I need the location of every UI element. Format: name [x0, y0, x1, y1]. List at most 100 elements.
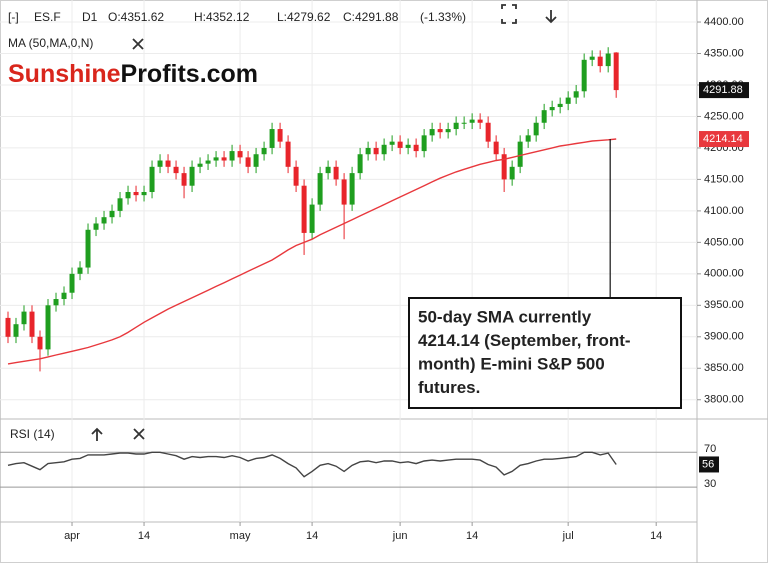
- candle-body: [349, 173, 355, 205]
- candle-body: [285, 141, 291, 167]
- y-tick-label: 4250.00: [704, 110, 744, 122]
- candle-body: [597, 56, 603, 67]
- timeframe: D1: [82, 10, 98, 24]
- candle-body: [5, 317, 11, 337]
- symbol: ES.F: [34, 10, 61, 24]
- rsi-close-icon[interactable]: [133, 428, 145, 440]
- candle-body: [557, 103, 563, 108]
- candle-body: [261, 147, 267, 155]
- candle-body: [605, 53, 611, 67]
- candle-body: [21, 311, 27, 325]
- toggle[interactable]: [-]: [8, 10, 19, 24]
- candle-body: [469, 119, 475, 123]
- move-up-icon[interactable]: [91, 427, 103, 441]
- y-tick-label: 3950.00: [704, 299, 744, 311]
- rsi-line: [7, 451, 617, 478]
- ma-box: [699, 131, 749, 148]
- candle-body: [77, 267, 83, 274]
- candle-body: [581, 59, 587, 92]
- candle-body: [133, 192, 139, 196]
- candle-body: [613, 52, 619, 91]
- candle-body: [61, 292, 67, 300]
- x-tick-label: may: [230, 530, 251, 542]
- candle-body: [501, 154, 507, 180]
- candle-body: [341, 179, 347, 205]
- candle-body: [565, 97, 571, 104]
- candle-body: [13, 324, 19, 337]
- marks: [5, 47, 619, 478]
- price-box-label: 4291.88: [703, 84, 743, 96]
- candle-body: [109, 210, 115, 218]
- candle-body: [453, 122, 459, 130]
- candle-body: [157, 160, 163, 167]
- candle-body: [149, 166, 155, 193]
- candle-body: [381, 144, 387, 155]
- candle-body: [141, 192, 147, 196]
- candle-body: [189, 166, 195, 186]
- annotation-text: month) E-mini S&P 500: [418, 354, 605, 373]
- candle-body: [213, 157, 219, 161]
- candle-body: [269, 129, 275, 148]
- x-tick-label: 14: [138, 530, 150, 542]
- y-tick-label: 3850.00: [704, 362, 744, 374]
- y-tick-label: 4100.00: [704, 205, 744, 217]
- candle-body: [37, 336, 43, 350]
- candle-body: [533, 122, 539, 136]
- y-tick-label: 4050.00: [704, 236, 744, 248]
- candle-body: [429, 129, 435, 136]
- x-tick-label: jul: [562, 530, 574, 542]
- fullscreen-icon[interactable]: [501, 4, 517, 24]
- candle-body: [485, 122, 491, 142]
- candle-body: [253, 154, 259, 167]
- annotation-box: [408, 297, 682, 409]
- candle-body: [421, 135, 427, 152]
- candle-body: [373, 147, 379, 155]
- open-label: O:4351.62: [108, 10, 164, 24]
- annotation-text: 4214.14 (September, front-: [418, 331, 631, 350]
- candle-body: [277, 129, 283, 142]
- candle-body: [445, 129, 451, 133]
- candle-body: [589, 56, 595, 60]
- logo-part: Sunshine: [8, 60, 121, 88]
- candle-body: [309, 204, 315, 233]
- download-icon[interactable]: [545, 10, 557, 24]
- candle-body: [173, 166, 179, 174]
- candle-body: [317, 173, 323, 205]
- x-tick-label: 14: [306, 530, 318, 542]
- x-tick-label: 14: [466, 530, 478, 542]
- candle-body: [509, 166, 515, 180]
- low-label: L:4279.62: [277, 10, 331, 24]
- high-label: H:4352.12: [194, 10, 250, 24]
- candle-body: [461, 122, 467, 124]
- candle-body: [405, 144, 411, 148]
- candle-body: [237, 151, 243, 158]
- rsi-title: RSI (14): [10, 427, 55, 441]
- rsi-box-label: 56: [702, 458, 714, 470]
- candle-body: [53, 299, 59, 306]
- x-tick-label: 14: [650, 530, 662, 542]
- y-tick-label: 3900.00: [704, 331, 744, 343]
- candle-body: [293, 166, 299, 186]
- candle-body: [301, 185, 307, 233]
- candle-body: [229, 151, 235, 161]
- y-tick-label: 4400.00: [704, 16, 744, 28]
- ma-line: [7, 138, 617, 365]
- annotation-text: futures.: [418, 378, 480, 397]
- candle-body: [333, 166, 339, 180]
- y-tick-label: 4350.00: [704, 47, 744, 59]
- y-tick-label: 70: [704, 443, 716, 455]
- y-tick-label: 30: [704, 478, 716, 490]
- candle-body: [477, 119, 483, 123]
- candle-body: [573, 91, 579, 98]
- logo-part: Profits.com: [121, 60, 259, 88]
- candle-body: [389, 141, 395, 145]
- candle-body: [205, 160, 211, 164]
- candle-body: [181, 173, 187, 186]
- y-tick-label: 3800.00: [704, 394, 744, 406]
- candle-body: [85, 229, 91, 268]
- ma-close-icon[interactable]: [132, 38, 144, 50]
- candle-body: [101, 217, 107, 224]
- candle-body: [117, 198, 123, 211]
- candle-body: [397, 141, 403, 148]
